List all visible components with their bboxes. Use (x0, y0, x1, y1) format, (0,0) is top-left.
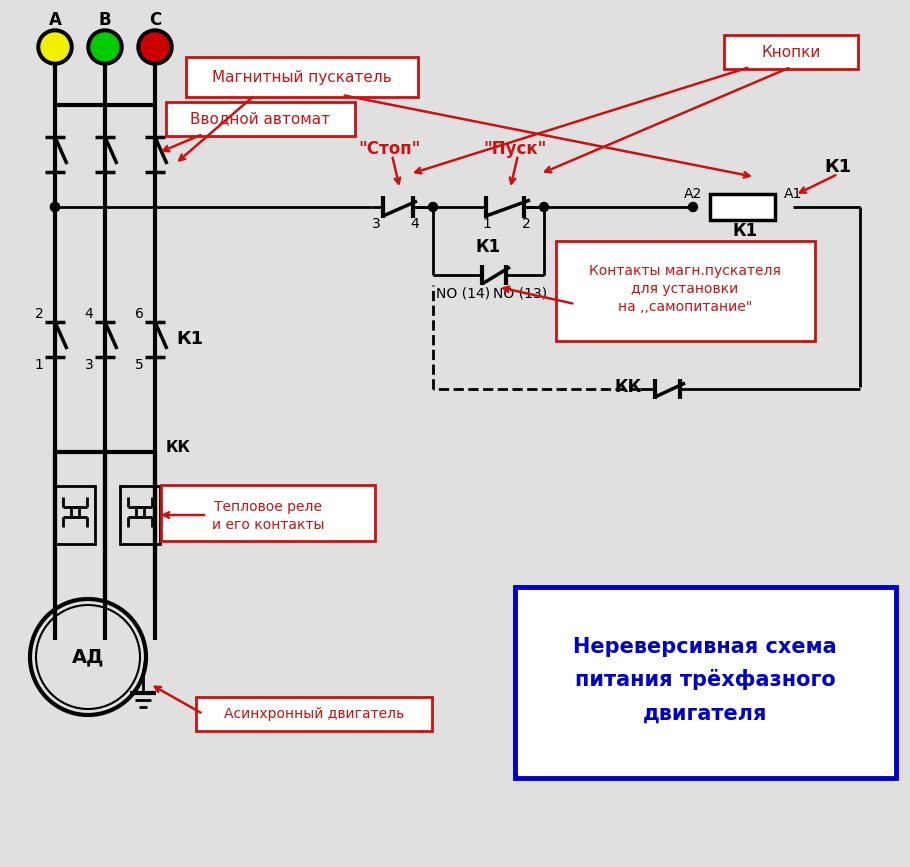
Circle shape (429, 203, 438, 212)
Text: 5: 5 (135, 358, 144, 372)
Circle shape (689, 203, 697, 212)
Text: К1: К1 (824, 158, 852, 176)
Text: "Стоп": "Стоп" (359, 140, 421, 158)
Text: для установки: для установки (632, 282, 739, 296)
Text: "Пуск": "Пуск" (483, 140, 547, 158)
FancyBboxPatch shape (515, 587, 896, 778)
Bar (710, 194, 775, 220)
FancyBboxPatch shape (161, 485, 375, 541)
Text: КК: КК (166, 440, 190, 454)
Circle shape (141, 33, 169, 61)
Text: питания трёхфазного: питания трёхфазного (574, 668, 835, 689)
Text: 1: 1 (35, 358, 44, 372)
Circle shape (91, 33, 119, 61)
Text: C: C (149, 11, 161, 29)
Text: двигателя: двигателя (642, 704, 767, 724)
Circle shape (50, 203, 59, 212)
Text: 1: 1 (482, 217, 491, 231)
Text: B: B (98, 11, 111, 29)
Text: 4: 4 (85, 307, 94, 321)
Text: и его контакты: и его контакты (212, 518, 324, 532)
FancyBboxPatch shape (186, 57, 418, 97)
FancyBboxPatch shape (724, 35, 858, 69)
Text: К1: К1 (177, 330, 204, 348)
Text: Нереверсивная схема: Нереверсивная схема (573, 637, 837, 657)
Text: 3: 3 (371, 217, 380, 231)
Text: 2: 2 (521, 217, 531, 231)
Circle shape (41, 33, 69, 61)
FancyBboxPatch shape (556, 241, 815, 341)
Text: К1: К1 (733, 222, 757, 240)
Text: Контакты магн.пускателя: Контакты магн.пускателя (589, 264, 781, 278)
Text: Вводной автомат: Вводной автомат (190, 112, 330, 127)
Bar (120, 486, 160, 544)
FancyBboxPatch shape (196, 697, 432, 731)
Circle shape (37, 29, 73, 65)
Circle shape (150, 42, 160, 52)
Text: Асинхронный двигатель: Асинхронный двигатель (224, 707, 404, 721)
Text: на ,,самопитание": на ,,самопитание" (618, 300, 753, 314)
Text: NO (13): NO (13) (493, 286, 547, 300)
Text: Тепловое реле: Тепловое реле (214, 500, 322, 514)
FancyBboxPatch shape (166, 102, 355, 136)
Text: Магнитный пускатель: Магнитный пускатель (212, 69, 392, 84)
Text: АД: АД (72, 648, 104, 667)
Text: 4: 4 (410, 217, 420, 231)
Circle shape (540, 203, 549, 212)
Text: КК: КК (614, 378, 642, 396)
Circle shape (50, 42, 60, 52)
Text: A1: A1 (784, 187, 803, 201)
Circle shape (100, 42, 110, 52)
Circle shape (137, 29, 173, 65)
Circle shape (87, 29, 123, 65)
Circle shape (50, 203, 59, 212)
Text: A2: A2 (684, 187, 703, 201)
Text: 6: 6 (135, 307, 144, 321)
Text: 2: 2 (35, 307, 44, 321)
Text: Кнопки: Кнопки (762, 44, 821, 60)
Text: 3: 3 (85, 358, 94, 372)
Text: A: A (48, 11, 62, 29)
Text: NO (14): NO (14) (436, 286, 490, 300)
Bar (55, 486, 95, 544)
Text: К1: К1 (475, 238, 501, 256)
